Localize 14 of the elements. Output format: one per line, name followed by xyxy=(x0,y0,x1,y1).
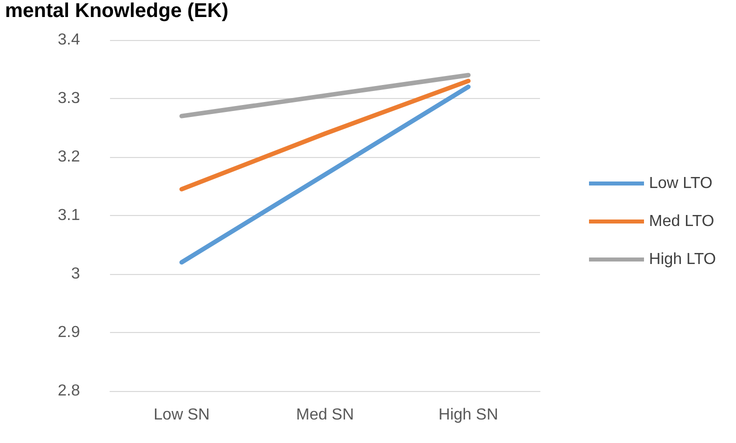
x-tick-label: Low SN xyxy=(154,406,210,424)
x-tick-label: High SN xyxy=(438,406,498,424)
y-tick-label: 2.8 xyxy=(58,382,80,400)
y-tick-label: 3.4 xyxy=(58,32,80,48)
y-tick-label: 3.1 xyxy=(58,207,80,224)
legend-label: Low LTO xyxy=(649,175,712,192)
y-tick-label: 3.3 xyxy=(58,90,80,107)
y-tick-label: 2.9 xyxy=(58,324,80,341)
legend-label: High LTO xyxy=(649,251,716,268)
chart-title: mental Knowledge (EK) xyxy=(5,0,228,22)
x-tick-label: Med SN xyxy=(296,406,354,424)
legend-label: Med LTO xyxy=(649,213,714,230)
y-tick-label: 3 xyxy=(71,266,80,282)
y-tick-label: 3.2 xyxy=(58,148,80,166)
